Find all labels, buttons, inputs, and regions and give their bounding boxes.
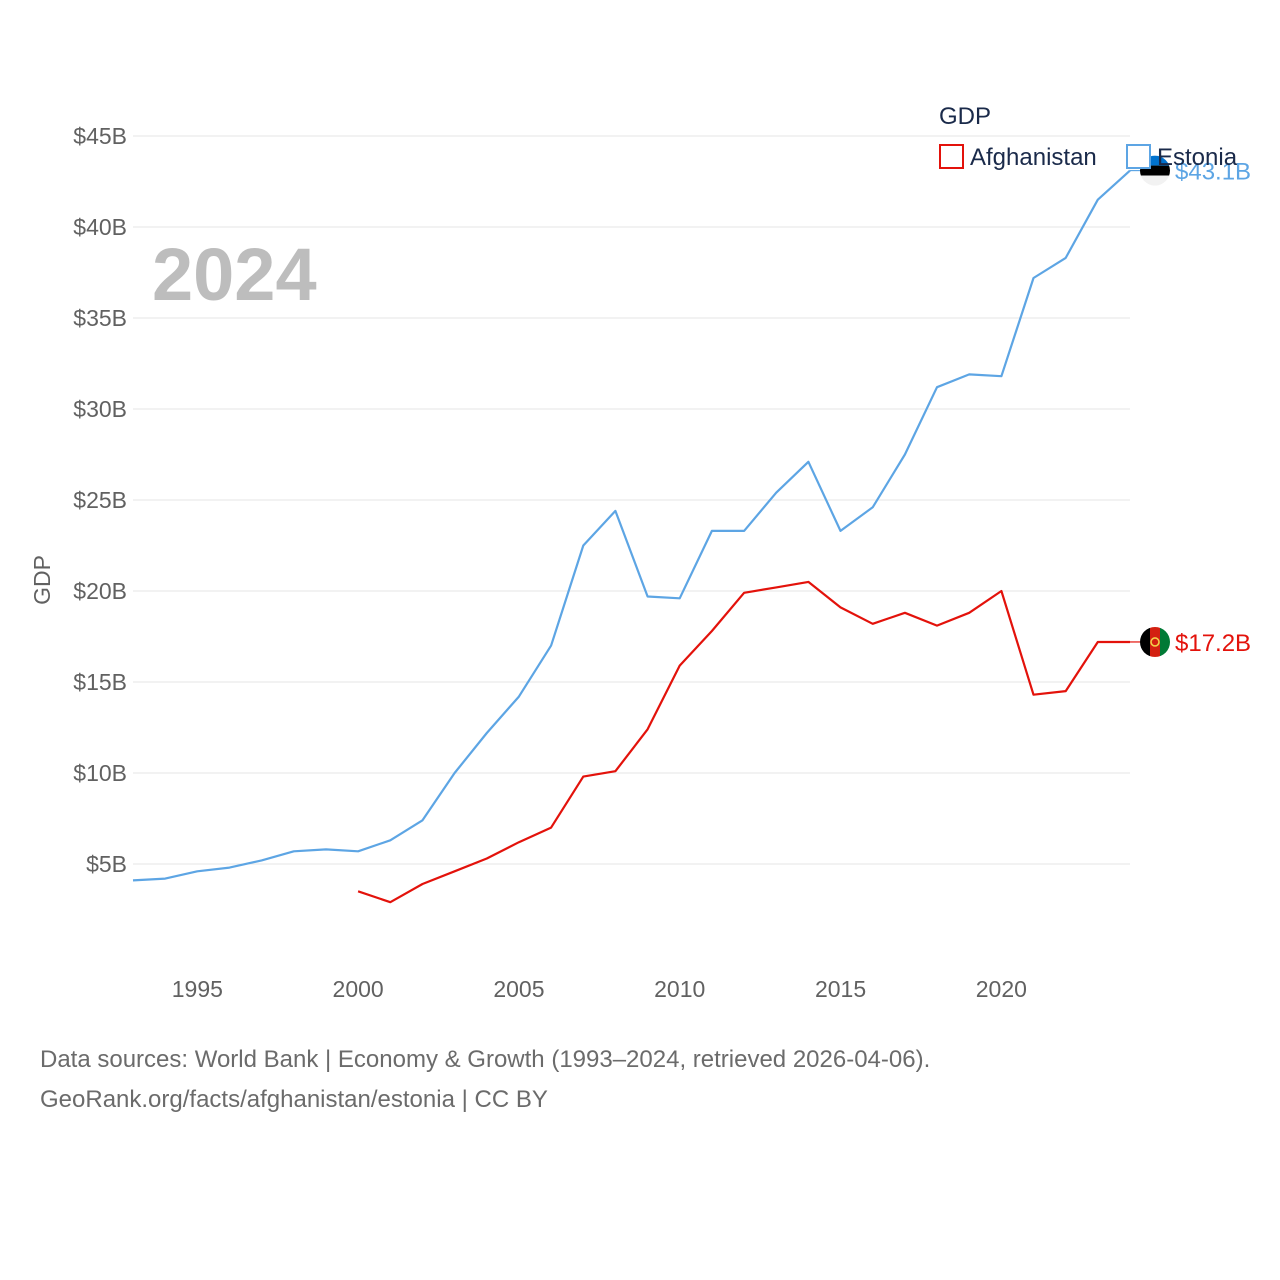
y-axis-title: GDP	[29, 555, 55, 605]
y-tick-label-15: $15B	[73, 669, 127, 695]
legend-item-afghanistan[interactable]: Afghanistan	[939, 144, 1097, 171]
y-tick-label-5: $5B	[86, 851, 127, 877]
series-line-afghanistan	[357, 580, 1130, 904]
flag-stripe-white	[1140, 175, 1170, 186]
x-tick-label-1995: 1995	[172, 976, 223, 1002]
flag-stripe-green	[1160, 626, 1170, 657]
y-tick-label-35: $35B	[73, 305, 127, 331]
y-tick-label-25: $25B	[73, 487, 127, 513]
footer-sources: Data sources: World Bank | Economy & Gro…	[40, 1046, 931, 1073]
y-tick-label-30: $30B	[73, 396, 127, 422]
y-tick-label-40: $40B	[73, 214, 127, 240]
legend-label-estonia: Estonia	[1157, 144, 1238, 171]
y-axis-ticks: $5B $10B $15B $20B $25B $30B $35B $40B $45B	[73, 123, 127, 877]
legend-title: GDP	[939, 103, 991, 130]
series-end-markers: $17.2B $43.1B	[1130, 155, 1251, 657]
series-lines	[132, 169, 1131, 904]
legend-label-afghanistan: Afghanistan	[970, 144, 1097, 171]
estonia-flag-icon	[1140, 155, 1170, 186]
flag-stripe-black	[1140, 165, 1170, 176]
afghanistan-flag-icon	[1140, 626, 1170, 657]
legend: GDP Afghanistan Estonia	[939, 103, 1238, 171]
flag-body-estonia	[1140, 155, 1170, 186]
flag-stripe-black	[1140, 626, 1150, 657]
x-tick-label-2020: 2020	[976, 976, 1027, 1002]
legend-item-estonia[interactable]: Estonia	[1126, 144, 1238, 171]
x-tick-label-2015: 2015	[815, 976, 866, 1002]
flag-stripe-red	[1150, 626, 1160, 657]
year-watermark: 2024	[152, 233, 317, 316]
x-tick-label-2000: 2000	[333, 976, 384, 1002]
y-tick-label-10: $10B	[73, 760, 127, 786]
flag-emblem	[1150, 637, 1160, 647]
x-tick-label-2010: 2010	[654, 976, 705, 1002]
end-label-afghanistan: $17.2B	[1175, 630, 1251, 657]
x-tick-label-2005: 2005	[493, 976, 544, 1002]
gridlines	[133, 135, 1130, 865]
y-tick-label-20: $20B	[73, 578, 127, 604]
flag-body-afghanistan	[1140, 626, 1170, 657]
series-line-estonia	[132, 169, 1131, 882]
legend-swatch-afghanistan	[939, 144, 964, 169]
x-axis-ticks: 1995 2000 2005 2010 2015 2020	[172, 976, 1027, 1002]
flag-stripe-blue	[1140, 155, 1170, 166]
legend-swatch-estonia	[1126, 144, 1151, 169]
footer-attribution[interactable]: GeoRank.org/facts/afghanistan/estonia | …	[40, 1086, 548, 1113]
y-tick-label-45: $45B	[73, 123, 127, 149]
footer: Data sources: World Bank | Economy & Gro…	[40, 1040, 930, 1120]
end-label-estonia: $43.1B	[1175, 159, 1251, 186]
